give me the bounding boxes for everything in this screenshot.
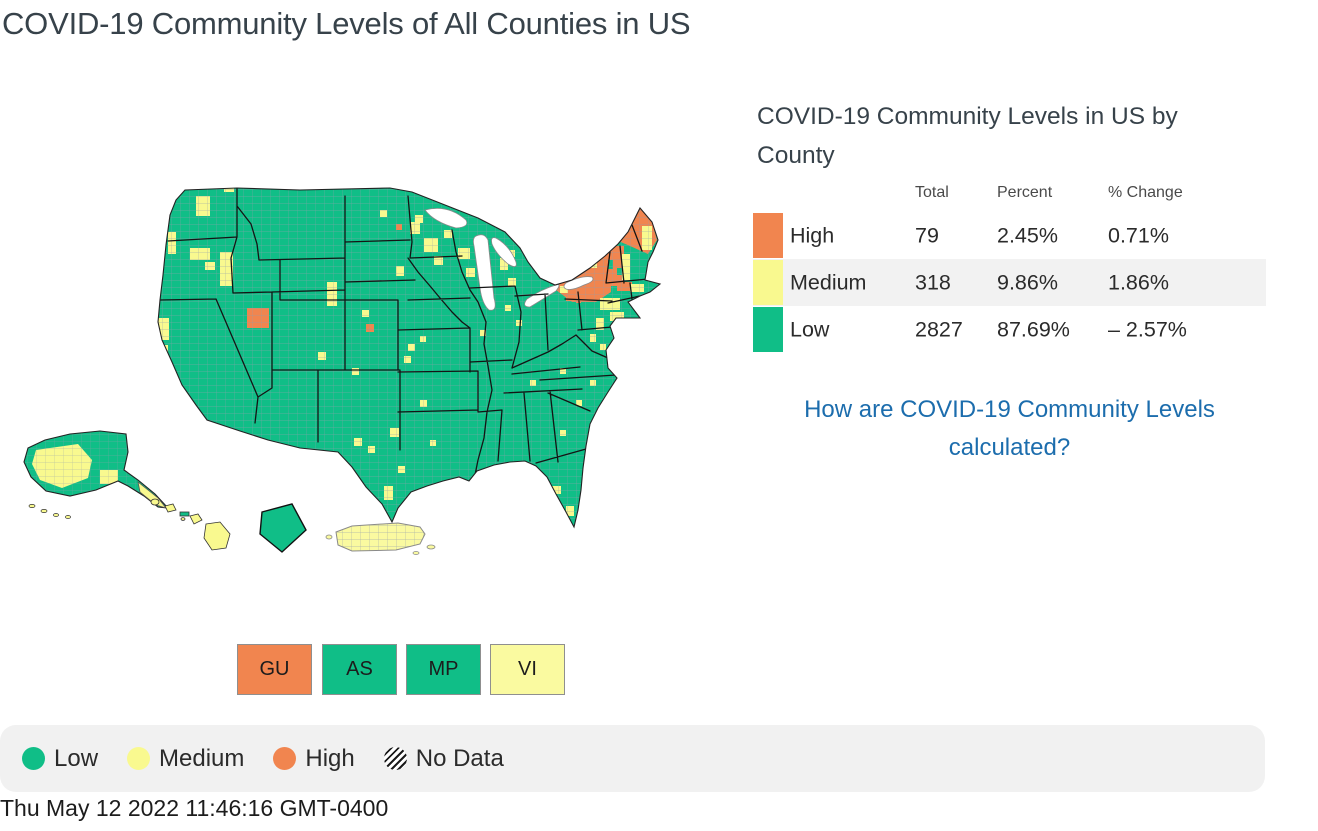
legend-item-low: Low [22, 745, 98, 773]
aleutian-islands [28, 504, 71, 519]
map-legend-bar: Low Medium High No Data [0, 725, 1265, 792]
legend-label: High [305, 744, 355, 772]
territory-box-vi[interactable]: VI [490, 644, 565, 695]
table-row-low: Low 2827 87.69% – 2.57% [753, 306, 1266, 353]
low-legend-dot-icon [22, 747, 45, 770]
row-change: – 2.57% [1108, 317, 1187, 341]
county-borders-texture [158, 188, 660, 527]
table-row-high: High 79 2.45% 0.71% [753, 212, 1266, 259]
state-borders [159, 188, 649, 481]
high-legend-dot-icon [273, 747, 297, 770]
territory-label-as: AS [346, 658, 373, 680]
medium-legend-dot-icon [127, 747, 151, 770]
territory-label-vi: VI [518, 658, 537, 680]
row-label: High [790, 223, 835, 247]
row-total: 2827 [915, 317, 963, 341]
row-percent: 9.86% [997, 270, 1058, 294]
territory-box-mp[interactable]: MP [406, 644, 481, 695]
legend-item-no-data: No Data [383, 744, 504, 773]
high-color-swatch [753, 213, 783, 258]
row-label: Low [790, 317, 830, 341]
great-lakes [424, 207, 594, 311]
medium-color-swatch [753, 260, 783, 305]
row-change: 1.86% [1108, 270, 1169, 294]
us-community-levels-map[interactable] [0, 80, 680, 640]
district-of-columbia[interactable] [259, 503, 307, 553]
legend-item-high: High [273, 744, 355, 773]
hawaii[interactable] [150, 498, 231, 551]
summary-panel-title: COVID-19 Community Levels in US by Count… [757, 103, 1178, 169]
puerto-rico[interactable] [325, 520, 436, 555]
row-change: 0.71% [1108, 223, 1169, 247]
page-title: COVID-19 Community Levels of All Countie… [2, 6, 691, 41]
map-timestamp: Thu May 12 2022 11:46:16 GMT-0400 [0, 795, 389, 821]
territory-box-as[interactable]: AS [322, 644, 397, 695]
row-total: 79 [915, 223, 939, 247]
legend-label: Low [54, 744, 99, 772]
legend-label: Medium [159, 744, 245, 772]
table-row-medium: Medium 318 9.86% 1.86% [753, 259, 1266, 306]
community-levels-calculation-link[interactable]: How are COVID-19 Community Levels calcul… [804, 396, 1215, 461]
row-label: Medium [790, 270, 867, 294]
legend-item-medium: Medium [127, 745, 244, 773]
column-header-total: Total [915, 184, 949, 201]
territory-label-mp: MP [428, 658, 459, 680]
territory-box-gu[interactable]: GU [237, 644, 312, 695]
column-header-percent: Percent [997, 184, 1053, 201]
column-header-change: % Change [1108, 184, 1183, 201]
row-percent: 87.69% [997, 317, 1070, 341]
row-total: 318 [915, 270, 951, 294]
no-data-hatched-dot-icon [383, 747, 407, 770]
legend-label: No Data [415, 744, 504, 772]
territory-label-gu: GU [259, 658, 290, 680]
continental-us[interactable] [150, 180, 670, 540]
row-percent: 2.45% [997, 223, 1058, 247]
low-color-swatch [753, 307, 783, 352]
